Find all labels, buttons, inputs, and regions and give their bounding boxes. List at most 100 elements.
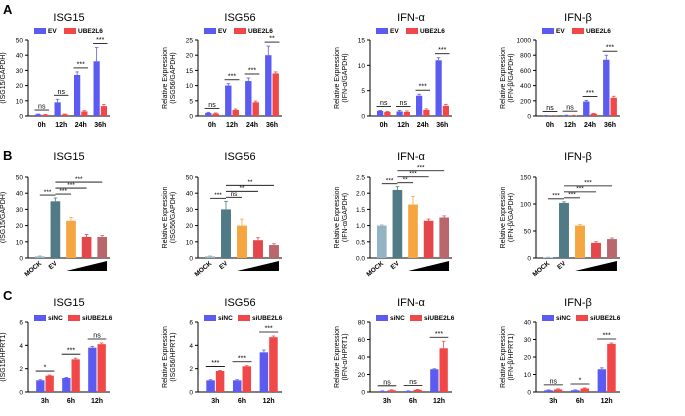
legend-label: EV <box>48 28 57 35</box>
y-tick-label: 0 <box>361 114 365 121</box>
bar <box>439 348 448 392</box>
x-tick-label: 24h <box>75 122 87 129</box>
bar <box>435 60 442 116</box>
panel-label-b: B <box>3 148 12 163</box>
chart-title: IFN-β <box>564 297 592 309</box>
y-axis-label: Relative Expression(IFN-α/GAPDH) <box>334 47 349 109</box>
bar <box>423 220 434 258</box>
panel-label-a: A <box>3 2 13 17</box>
significance-label: *** <box>67 348 75 355</box>
significance-label: *** <box>214 192 222 199</box>
legend-label: UBE2L6 <box>586 28 611 35</box>
legend-swatch <box>34 28 46 34</box>
x-tick-label: 6h <box>576 398 584 405</box>
dose-wedge <box>66 261 108 271</box>
y-axis-label-line: (IFN-α/GAPDH) <box>342 193 349 242</box>
bar <box>245 81 252 116</box>
y-tick-label: 5 <box>189 98 193 105</box>
bar <box>610 97 617 116</box>
bar <box>93 61 100 116</box>
bar <box>376 225 387 258</box>
y-tick-label: 200 <box>520 98 531 105</box>
significance-label: ns <box>409 379 417 386</box>
y-tick-label: 5 <box>361 88 365 95</box>
significance-label: *** <box>417 165 425 172</box>
bar <box>253 240 263 258</box>
y-tick-label: 50 <box>524 229 532 236</box>
x-tick-label: 0h <box>38 122 46 129</box>
y-tick-label: 40 <box>16 53 24 60</box>
x-tick-label: 36h <box>604 122 616 129</box>
y-tick-label: 10 <box>16 98 24 105</box>
bar <box>583 101 590 116</box>
significance-label: *** <box>568 192 576 199</box>
chart-a-2: ISG56 0 5 10 15 20 25 Relative Expression(ISG56… <box>162 12 282 129</box>
bar <box>265 55 272 116</box>
bar <box>607 343 616 392</box>
x-tick-label: 6h <box>67 398 75 405</box>
x-tick-label: 24h <box>584 122 596 129</box>
y-axis-label: Relative Expression(IFN-α/HPRT1) <box>334 326 349 388</box>
bar <box>61 114 68 116</box>
y-axis-label: Relative Expression(IFN-β/GAPDH) <box>500 47 515 109</box>
y-tick-label: 1.0 <box>356 223 365 230</box>
legend-label: EV <box>556 28 565 35</box>
bar <box>378 391 387 392</box>
legend-label: EV <box>390 28 399 35</box>
chart-title: ISG15 <box>53 12 84 24</box>
significance-label: * <box>579 377 582 384</box>
chart-title: IFN-α <box>397 151 425 163</box>
legend-swatch <box>234 28 246 34</box>
bar <box>439 217 450 258</box>
chart-b-1: ISG15 0 10 20 30 40 50 Relative Expression(ISG1… <box>0 151 110 278</box>
bar <box>603 59 610 116</box>
bar <box>423 109 430 116</box>
chart-title: ISG15 <box>53 297 84 309</box>
legend-swatch <box>572 28 584 34</box>
y-tick-label: 20 <box>16 83 24 90</box>
legend-label: siUBE2L6 <box>424 315 455 322</box>
x-tick-label: 3h <box>41 398 49 405</box>
legend-swatch <box>68 315 80 321</box>
chart-title: ISG56 <box>224 12 255 24</box>
legend-label: siUBE2L6 <box>590 315 621 322</box>
bar <box>225 85 232 116</box>
significance-label: * <box>44 365 47 372</box>
legend-label: UBE2L6 <box>248 28 273 35</box>
y-axis-label: Relative Expression(ISG56/HPRT1) <box>162 326 177 388</box>
y-axis-label: Relative Expression(IFN-β/GAPDH) <box>500 186 515 248</box>
chart-c-4: IFN-β 0 10 20 30 40 Relative Expression(IFN-β/… <box>500 297 621 405</box>
y-tick-label: 4 <box>189 343 193 350</box>
bar <box>590 113 597 116</box>
bar <box>237 225 247 258</box>
significance-label: *** <box>228 73 236 80</box>
bar <box>54 102 61 116</box>
y-tick-label: 10 <box>358 63 366 70</box>
y-tick-label: 30 <box>186 207 194 214</box>
significance-label: ns <box>546 105 554 112</box>
bar <box>66 220 76 258</box>
y-axis-label: Relative Expression(ISG56/GAPDH) <box>162 47 177 109</box>
legend-swatch <box>238 315 250 321</box>
significance-label: *** <box>59 188 67 195</box>
y-tick-label: 1000 <box>517 38 532 45</box>
y-tick-label: 6 <box>19 320 23 327</box>
x-tick-label: 12h <box>397 122 409 129</box>
y-axis-label-line: Relative Expression <box>334 186 341 248</box>
x-tick-label: 0h <box>208 122 216 129</box>
bar <box>42 114 49 116</box>
y-axis-label: Relative Expression(ISG15/HPRT1) <box>0 326 7 388</box>
x-tick-label: 12h <box>55 122 67 129</box>
bar <box>88 347 97 392</box>
bar <box>553 389 563 392</box>
y-tick-label: 40 <box>524 320 532 327</box>
y-axis-label-line: Relative Expression <box>162 326 169 388</box>
bar <box>591 242 601 258</box>
legend-swatch <box>542 28 554 34</box>
bar <box>97 344 106 392</box>
bar <box>81 111 88 116</box>
chart-b-4: IFN-β 0 50 100 150 Relative Expression(IFN-β/… <box>500 151 620 278</box>
y-axis-label-line: (ISG15/HPRT1) <box>0 332 7 381</box>
significance-label: *** <box>419 84 427 91</box>
chart-title: IFN-β <box>564 151 592 163</box>
